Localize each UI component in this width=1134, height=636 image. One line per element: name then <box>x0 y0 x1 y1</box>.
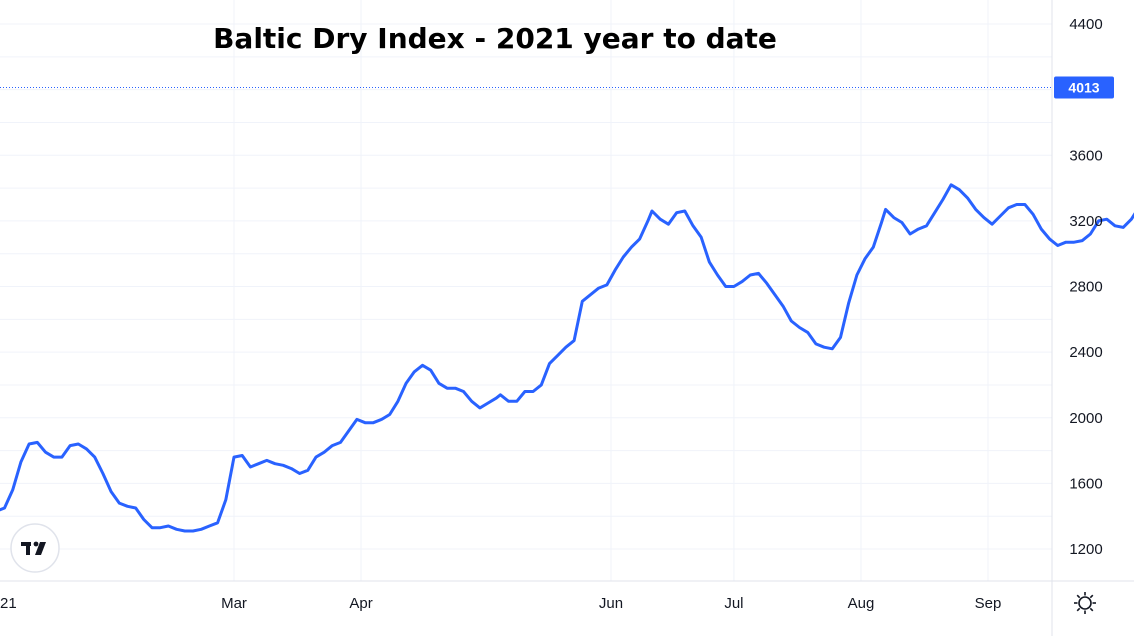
x-tick-label: Jun <box>599 595 623 612</box>
x-axis-ticks: 21 Mar Apr Jun Jul Aug Sep <box>0 595 1001 612</box>
y-tick-label: 4400 <box>1069 16 1102 33</box>
x-tick-label: Mar <box>221 595 247 612</box>
y-tick-label: 1600 <box>1069 475 1102 492</box>
last-value-badge-group: 4013 <box>1054 76 1114 99</box>
x-tick-label: 21 <box>0 595 17 612</box>
y-tick-label: 3200 <box>1069 213 1102 230</box>
y-tick-label: 1200 <box>1069 541 1102 558</box>
x-tick-label: Apr <box>349 595 372 612</box>
x-tick-label: Jul <box>724 595 743 612</box>
chart-title: Baltic Dry Index - 2021 year to date <box>213 22 777 55</box>
gear-icon[interactable] <box>1074 592 1096 614</box>
series-layer <box>0 86 1134 533</box>
last-value-badge <box>1054 76 1114 99</box>
x-tick-label: Sep <box>975 595 1002 612</box>
y-tick-label: 2000 <box>1069 410 1102 427</box>
series-line <box>0 183 1134 533</box>
x-tick-label: Aug <box>848 595 875 612</box>
y-tick-label: 2400 <box>1069 344 1102 361</box>
gridlines <box>0 0 1052 581</box>
y-tick-label: 3600 <box>1069 147 1102 164</box>
y-tick-label: 2800 <box>1069 279 1102 296</box>
last-value-label: 4013 <box>1068 79 1099 95</box>
tradingview-logo[interactable] <box>10 523 60 573</box>
y-axis-ticks: 1200 1600 2000 2400 2800 3200 3600 4400 <box>1069 16 1102 558</box>
